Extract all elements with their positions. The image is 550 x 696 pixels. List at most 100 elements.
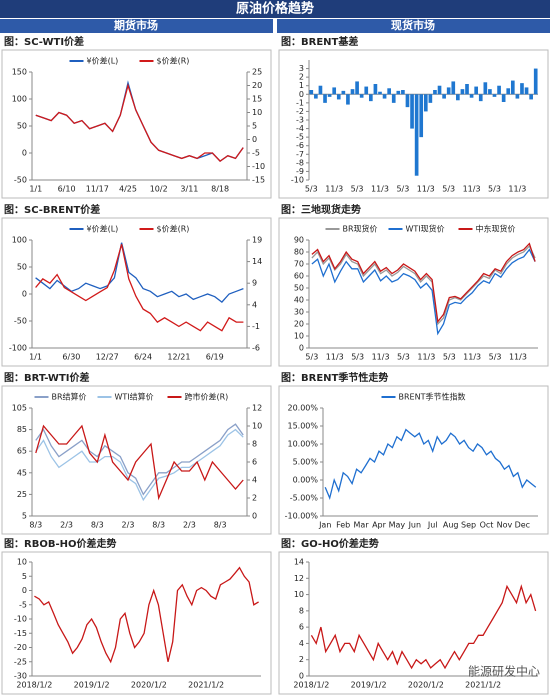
x-tick-label: Dec xyxy=(515,521,530,530)
chart-frame xyxy=(1,217,272,367)
y-tick-label: 30 xyxy=(294,308,304,317)
y-tick-label: -5 xyxy=(296,133,304,142)
y-tick-label: 0 xyxy=(22,149,27,158)
x-tick-label: 2/3 xyxy=(122,521,135,530)
x-tick-label: 11/3 xyxy=(463,185,481,194)
y-tick-label: -20 xyxy=(14,643,27,652)
y2-tick-label: 20 xyxy=(252,81,262,90)
x-tick-label: 11/3 xyxy=(509,353,527,362)
bar xyxy=(442,94,446,99)
bar xyxy=(323,94,327,103)
y-tick-label: 50 xyxy=(17,263,27,272)
y-tick-label: 150 xyxy=(12,68,27,77)
y2-tick-label: 5 xyxy=(252,122,257,131)
y2-tick-label: -6 xyxy=(252,344,260,353)
series-line xyxy=(35,423,244,496)
y-tick-label: -3 xyxy=(296,116,304,125)
x-tick-label: 8/3 xyxy=(214,521,227,530)
bar xyxy=(346,94,350,105)
bar xyxy=(359,94,364,98)
bar xyxy=(350,89,355,95)
x-tick-label: 6/24 xyxy=(134,353,152,362)
y-tick-label: 80 xyxy=(294,248,304,257)
x-tick-label: 2018/1/2 xyxy=(16,681,52,690)
chart-frame xyxy=(1,49,272,199)
y-tick-label: 2 xyxy=(299,655,304,664)
y-tick-label: 10 xyxy=(294,332,304,341)
x-tick-label: 2021/1/2 xyxy=(188,681,224,690)
bar xyxy=(488,89,492,95)
series-line xyxy=(35,428,244,502)
x-tick-label: 8/3 xyxy=(91,521,104,530)
x-tick-label: 2020/1/2 xyxy=(408,681,444,690)
bar xyxy=(510,80,515,95)
y2-tick-label: -10 xyxy=(252,162,265,171)
y-tick-label: -50 xyxy=(14,317,27,326)
bar xyxy=(414,94,419,176)
y-tick-label: 5 xyxy=(22,512,27,521)
y2-tick-label: 9 xyxy=(252,279,257,288)
y-tick-label: -6 xyxy=(296,141,304,150)
series-line xyxy=(310,584,537,670)
x-tick-label: 2019/1/2 xyxy=(74,681,110,690)
bar xyxy=(401,90,405,95)
y-tick-label: 0.00% xyxy=(293,476,319,485)
y-tick-label: -25 xyxy=(14,657,27,666)
series-line xyxy=(311,244,536,326)
bar xyxy=(382,94,387,99)
series-line xyxy=(35,424,244,501)
series-line xyxy=(324,428,537,501)
x-tick-label: Mar xyxy=(354,521,370,530)
x-tick-label: Aug xyxy=(443,521,459,530)
series-line xyxy=(311,248,536,336)
x-tick-label: 11/3 xyxy=(417,185,435,194)
y-tick-label: 65 xyxy=(17,447,27,456)
bar xyxy=(465,84,469,95)
bar xyxy=(456,94,460,101)
series-line xyxy=(34,566,259,664)
x-tick-label: 2/3 xyxy=(183,521,196,530)
x-tick-label: May xyxy=(389,521,406,530)
chart-title: 图：SC-WTI价差 xyxy=(4,35,84,48)
bar xyxy=(327,94,332,97)
y2-tick-label: 0 xyxy=(252,512,257,521)
legend-label: 跨市价差(R) xyxy=(185,392,229,402)
x-tick-label: 1/1 xyxy=(29,353,42,362)
bar xyxy=(492,94,497,97)
y-tick-label: 5.00% xyxy=(293,458,319,467)
y2-tick-label: 10 xyxy=(252,108,262,117)
legend-label: $价差(R) xyxy=(157,224,190,234)
y-tick-label: 10 xyxy=(17,558,27,567)
bar xyxy=(419,94,424,138)
y2-tick-label: 25 xyxy=(252,68,262,77)
y-tick-label: -5.00% xyxy=(290,494,319,503)
y-tick-label: 105 xyxy=(12,404,27,413)
bar xyxy=(355,81,359,95)
chart-frame xyxy=(278,385,549,535)
bar xyxy=(501,94,506,102)
x-tick-label: 2021/1/2 xyxy=(465,681,501,690)
y2-tick-label: 14 xyxy=(252,257,262,266)
x-tick-label: 2020/1/2 xyxy=(131,681,167,690)
x-tick-label: Jan xyxy=(318,521,331,530)
y-tick-label: -1 xyxy=(296,98,304,107)
chart-title: 图：三地现货走势 xyxy=(281,203,361,216)
bar xyxy=(506,88,511,95)
y-tick-label: 20 xyxy=(294,320,304,329)
x-tick-label: 6/30 xyxy=(62,353,80,362)
chart-title: 图：GO-HO价差走势 xyxy=(281,537,379,550)
y-tick-label: -30 xyxy=(14,672,27,681)
x-tick-label: 11/3 xyxy=(372,353,390,362)
right-header: 现货市场 xyxy=(391,18,435,32)
legend-label: BR结算价 xyxy=(52,392,87,402)
x-tick-label: Feb xyxy=(336,521,350,530)
y-tick-label: 0 xyxy=(299,90,304,99)
bar xyxy=(428,94,433,103)
legend-label: 中东现货价 xyxy=(476,224,516,234)
x-tick-label: 8/18 xyxy=(211,185,229,194)
bar xyxy=(396,90,401,95)
y-tick-label: 0 xyxy=(299,344,304,353)
x-tick-label: 11/17 xyxy=(86,185,109,194)
y2-tick-label: 19 xyxy=(252,236,262,245)
x-tick-label: Nov xyxy=(497,521,513,530)
